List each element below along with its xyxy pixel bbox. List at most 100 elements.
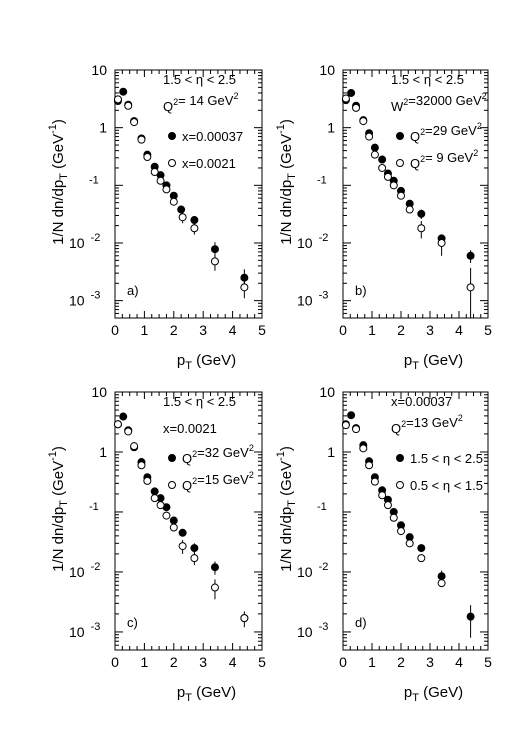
data-point-open (365, 132, 374, 141)
data-point-open (405, 205, 414, 214)
data-point-open (389, 513, 398, 522)
data-point-filled (190, 544, 199, 553)
data-point-filled (347, 88, 356, 97)
data-point-open (341, 421, 350, 430)
data-point-open (397, 527, 405, 536)
data-point-filled (370, 143, 379, 152)
x-tick-label: 5 (484, 654, 492, 670)
y-tick-label: 10 -3 (297, 621, 328, 640)
annotation-text: Q2=13 GeV2 (391, 413, 463, 436)
data-point-open (178, 213, 187, 222)
data-point-filled (119, 412, 128, 421)
panel-label: d) (355, 615, 367, 630)
data-point-filled (150, 487, 159, 496)
data-point-open (466, 283, 475, 292)
data-point-open (150, 168, 159, 177)
y-axis-label: 1/N dn/dpT (GeV-1) (275, 446, 298, 572)
y-axis-label: 1/N dn/dpT (GeV-1) (275, 119, 298, 245)
data-point-open (240, 614, 249, 623)
data-point-open (370, 150, 379, 159)
annotation-text: W2=32000 GeV2 (391, 91, 487, 114)
x-tick-label: 1 (368, 654, 376, 670)
x-tick-label: 1 (368, 322, 376, 338)
y-tick-label: 10 -3 (69, 290, 100, 309)
legend-label: x=0.00037 (182, 129, 243, 144)
data-point-filled (210, 563, 219, 572)
y-tick-label: 10 -3 (69, 621, 100, 640)
y-axis-label: 1/N dn/dpT (GeV-1) (47, 446, 70, 572)
data-point-open (113, 95, 122, 104)
x-tick-label: 4 (455, 654, 463, 670)
y-tick-label: 1 (99, 444, 107, 460)
y-tick-label: 1 (99, 120, 107, 136)
x-tick-label: 3 (199, 654, 207, 670)
y-tick-label: 10 -2 (297, 232, 328, 251)
data-point-open (437, 238, 446, 247)
data-point-filled (177, 205, 186, 214)
x-tick-label: 3 (426, 654, 434, 670)
x-axis-label: pT (GeV) (177, 352, 236, 372)
x-axis-label: pT (GeV) (177, 684, 236, 704)
legend-marker-filled (396, 132, 404, 140)
data-point-open (417, 554, 426, 563)
y-tick-label: 10 (91, 384, 107, 400)
x-tick-label: 0 (339, 654, 347, 670)
legend-label: Q2= 9 GeV2 (410, 148, 478, 171)
data-point-open (341, 94, 350, 103)
legend-label: 1.5 < η < 2.5 (410, 451, 483, 466)
data-point-open (137, 461, 146, 470)
data-point-open (130, 118, 139, 127)
data-point-open (378, 163, 387, 172)
data-point-filled (466, 251, 475, 260)
data-point-open (240, 283, 249, 292)
data-point-open (143, 152, 152, 161)
legend-label: x=0.0021 (182, 156, 236, 171)
data-point-open (130, 442, 139, 451)
data-point-filled (178, 528, 187, 537)
annotation-text: Q2= 14 GeV2 (163, 91, 238, 114)
panel-label: c) (127, 615, 138, 630)
data-point-open (359, 117, 368, 126)
data-point-open (113, 420, 122, 429)
data-point-open (143, 476, 152, 485)
panel-d: 0 1 2 3 4 5 10 1 -1 10 -2 10 -3 pT (GeV) 1/N dn/dpT (G… (275, 384, 492, 704)
data-point-filled (466, 612, 475, 621)
legend-label: Q2=15 GeV2 (182, 470, 254, 493)
y-axis-label: 1/N dn/dpT (GeV-1) (47, 119, 70, 245)
data-point-open (378, 491, 387, 500)
y-tick-label: 1 (327, 444, 335, 460)
data-point-open (352, 103, 361, 112)
legend-marker-open (396, 159, 404, 167)
x-tick-label: 4 (455, 322, 463, 338)
data-point-open (437, 579, 446, 588)
data-point-open (156, 176, 165, 185)
data-point-filled (169, 516, 178, 525)
data-point-open (124, 427, 133, 436)
y-tick-label: 10 (319, 62, 335, 78)
data-point-open (190, 224, 199, 233)
x-axis-label: pT (GeV) (404, 684, 463, 704)
panel-c: 0 1 2 3 4 5 10 1 -1 10 -2 10 -3 pT (GeV) 1/N dn/dpT (G… (47, 384, 266, 704)
data-point-filled (378, 155, 387, 164)
annotation-text: 1.5 < η < 2.5 (391, 72, 464, 87)
data-point-filled (417, 209, 426, 218)
x-tick-label: 0 (339, 322, 347, 338)
data-point-open (162, 511, 171, 520)
y-tick-label: -1 (317, 174, 327, 186)
data-point-open (352, 425, 361, 434)
data-point-filled (417, 544, 426, 553)
data-point-open (397, 191, 405, 200)
legend-marker-filled (168, 454, 176, 462)
data-point-filled (347, 411, 356, 420)
legend-marker-filled (396, 454, 404, 462)
y-tick-label: -1 (89, 174, 99, 186)
data-point-open (365, 461, 374, 470)
data-point-open (178, 542, 187, 551)
data-point-open (156, 501, 165, 510)
x-tick-label: 2 (170, 322, 178, 338)
panel-label: a) (127, 283, 139, 298)
x-tick-label: 4 (229, 654, 237, 670)
data-point-open (169, 523, 178, 532)
x-tick-label: 5 (484, 322, 492, 338)
